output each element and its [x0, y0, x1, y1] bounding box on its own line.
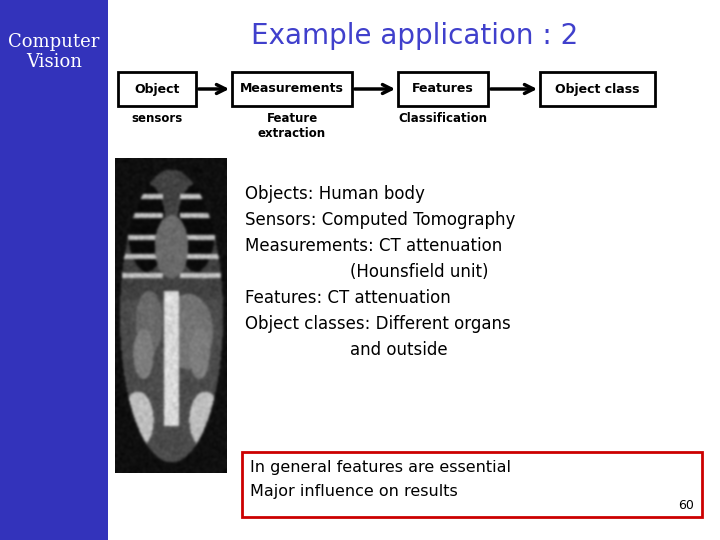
- Text: Example application : 2: Example application : 2: [251, 22, 579, 50]
- Bar: [232, 72, 352, 106]
- Text: Classification: Classification: [398, 112, 487, 125]
- Bar: [540, 72, 655, 106]
- Text: Feature
extraction: Feature extraction: [258, 112, 326, 140]
- Bar: [118, 72, 196, 106]
- Bar: [398, 72, 488, 106]
- Text: (Hounsfield unit): (Hounsfield unit): [245, 263, 488, 281]
- Text: Features: Features: [412, 83, 474, 96]
- Text: and outside: and outside: [245, 341, 448, 359]
- Text: Object classes: Different organs: Object classes: Different organs: [245, 315, 510, 333]
- Text: Computer
Vision: Computer Vision: [9, 32, 99, 71]
- Text: Major influence on results: Major influence on results: [250, 484, 458, 499]
- Bar: [0, 0, 108, 540]
- Text: Object class: Object class: [555, 83, 640, 96]
- Text: Object: Object: [135, 83, 180, 96]
- Text: Measurements: CT attenuation: Measurements: CT attenuation: [245, 237, 503, 255]
- Text: In general features are essential: In general features are essential: [250, 460, 511, 475]
- Text: Measurements: Measurements: [240, 83, 344, 96]
- Text: Objects: Human body: Objects: Human body: [245, 185, 425, 203]
- Text: 60: 60: [678, 499, 694, 512]
- Bar: [242, 452, 702, 517]
- Text: Features: CT attenuation: Features: CT attenuation: [245, 289, 451, 307]
- Text: Sensors: Computed Tomography: Sensors: Computed Tomography: [245, 211, 516, 229]
- Text: sensors: sensors: [131, 112, 183, 125]
